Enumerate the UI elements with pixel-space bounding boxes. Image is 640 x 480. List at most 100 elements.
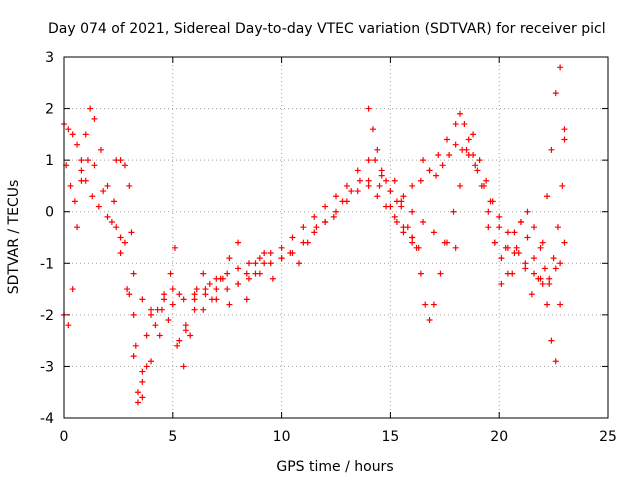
data-point: [457, 182, 464, 189]
y-tick-label: -4: [40, 411, 54, 427]
data-point: [559, 182, 566, 189]
data-point: [417, 177, 424, 184]
data-point: [476, 157, 483, 164]
data-point: [117, 234, 124, 241]
data-point: [498, 280, 505, 287]
data-point: [191, 291, 198, 298]
data-point: [289, 234, 296, 241]
data-point: [420, 157, 427, 164]
data-point: [528, 291, 535, 298]
data-point: [383, 177, 390, 184]
data-point: [165, 317, 172, 324]
data-point: [121, 162, 128, 169]
data-point: [121, 239, 128, 246]
data-point: [557, 301, 564, 308]
y-tick-label: -2: [40, 308, 54, 324]
data-point: [111, 198, 118, 205]
data-point: [180, 296, 187, 303]
data-point: [154, 306, 161, 313]
data-point: [446, 151, 453, 158]
data-point: [117, 249, 124, 256]
data-point: [256, 255, 263, 262]
y-axis-label: SDTVAR / TECUs: [6, 180, 22, 295]
data-point: [67, 182, 74, 189]
data-point: [459, 146, 466, 153]
data-point: [191, 306, 198, 313]
data-point: [91, 162, 98, 169]
data-point: [65, 126, 72, 133]
axis-tick-labels: 0 5 10 15 20 25 -4 -3 -2 -1 0 1 2 3: [40, 50, 617, 445]
y-tick-label: 0: [45, 205, 54, 221]
data-point: [439, 162, 446, 169]
data-point: [457, 110, 464, 117]
data-point: [213, 296, 220, 303]
x-tick-label: 0: [60, 429, 69, 445]
data-point: [313, 224, 320, 231]
data-point: [391, 213, 398, 220]
data-point: [522, 265, 529, 272]
data-point: [511, 229, 518, 236]
data-point: [561, 126, 568, 133]
data-point: [213, 286, 220, 293]
data-point: [235, 239, 242, 246]
data-point: [267, 260, 274, 267]
data-point: [400, 193, 407, 200]
data-point: [443, 239, 450, 246]
data-point: [504, 229, 511, 236]
data-point: [504, 270, 511, 277]
data-point: [169, 301, 176, 308]
data-point: [409, 182, 416, 189]
data-point: [491, 239, 498, 246]
data-point: [420, 219, 427, 226]
data-point: [78, 177, 85, 184]
data-point: [143, 332, 150, 339]
data-point: [561, 239, 568, 246]
data-point: [219, 275, 226, 282]
data-point: [161, 296, 168, 303]
data-point: [65, 322, 72, 329]
data-point: [391, 177, 398, 184]
data-point: [130, 311, 137, 318]
data-point: [71, 198, 78, 205]
data-point: [180, 363, 187, 370]
data-point: [252, 260, 259, 267]
data-point: [531, 270, 538, 277]
data-point: [152, 322, 159, 329]
data-point: [343, 182, 350, 189]
data-point: [348, 188, 355, 195]
data-point: [333, 208, 339, 215]
data-point: [148, 306, 155, 313]
data-point: [156, 332, 163, 339]
data-point: [169, 286, 176, 293]
data-point: [483, 177, 490, 184]
x-tick-label: 15: [381, 429, 399, 445]
data-point: [354, 188, 361, 195]
data-point: [374, 193, 381, 200]
data-point: [554, 224, 561, 231]
data-point: [513, 244, 520, 251]
data-point: [113, 224, 120, 231]
data-point: [91, 115, 98, 122]
series-track-8: [485, 126, 568, 287]
data-point: [485, 208, 492, 215]
data-point: [176, 337, 183, 344]
series-track-4: [113, 157, 268, 406]
data-point: [452, 121, 459, 128]
data-point: [409, 208, 416, 215]
data-point: [531, 224, 538, 231]
data-point: [430, 301, 437, 308]
data-point: [539, 280, 546, 287]
data-point: [139, 394, 146, 401]
data-point: [182, 327, 189, 334]
data-point: [126, 182, 133, 189]
data-point: [393, 219, 400, 226]
data-point: [182, 322, 189, 329]
data-point: [539, 239, 546, 246]
data-point: [269, 275, 276, 282]
data-point: [252, 270, 259, 277]
data-point: [393, 198, 400, 205]
data-point: [376, 182, 383, 189]
data-point: [82, 131, 89, 138]
data-point: [372, 157, 379, 164]
data-point: [524, 208, 531, 215]
